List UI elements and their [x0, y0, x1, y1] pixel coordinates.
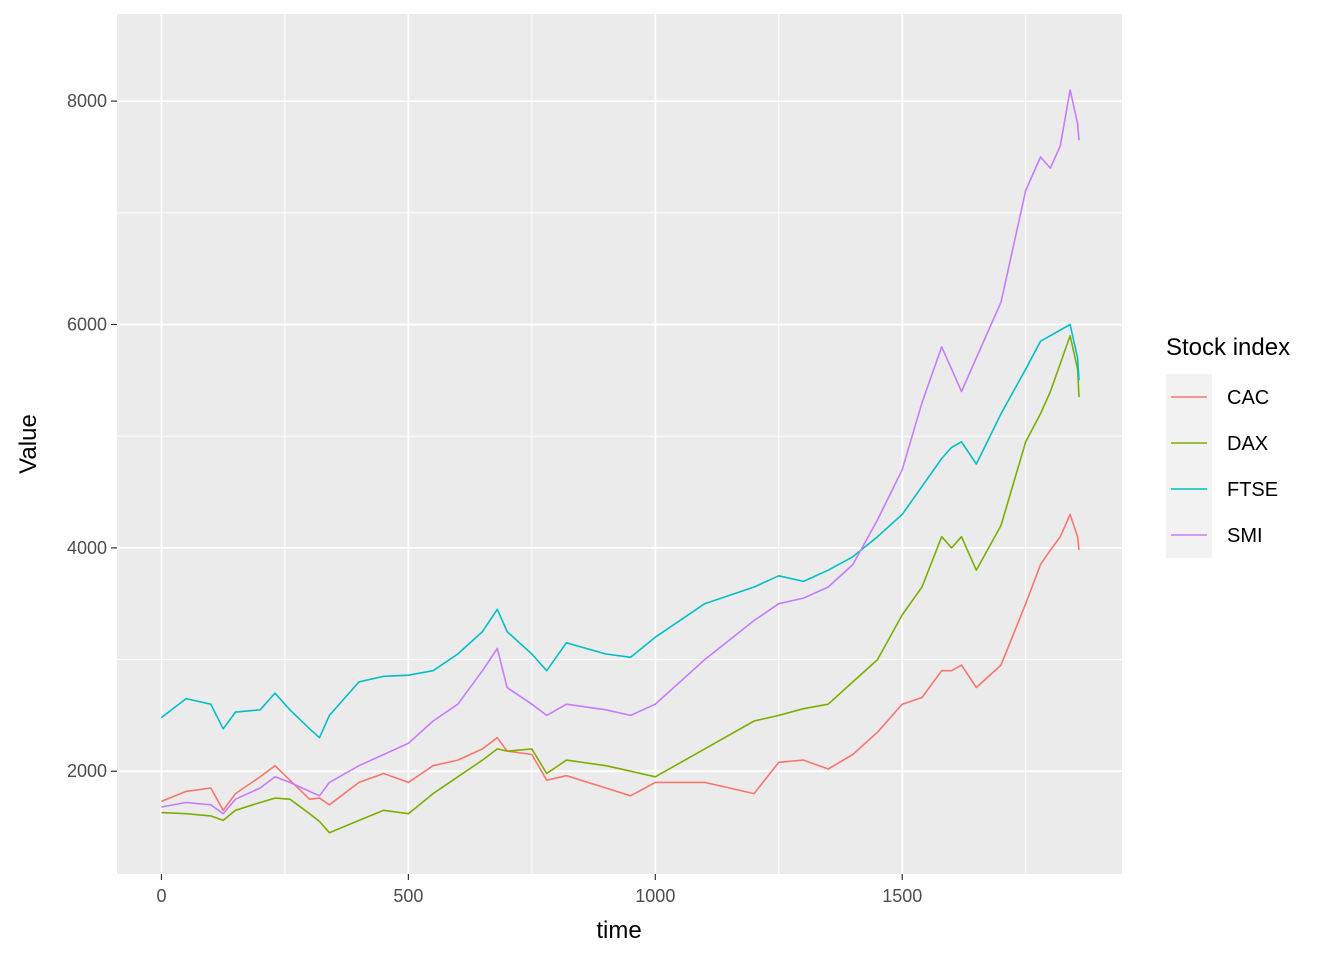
y-axis-title: Value — [15, 414, 42, 474]
x-tick-label: 0 — [156, 886, 166, 906]
x-axis: 0 500 1000 1500 — [156, 874, 922, 906]
y-tick-label: 6000 — [67, 314, 107, 334]
y-axis: 2000 4000 6000 8000 — [67, 91, 117, 781]
legend: Stock index CAC DAX FTSE SMI — [1166, 334, 1290, 558]
x-tick-label: 1500 — [882, 886, 922, 906]
legend-label-dax: DAX — [1227, 433, 1268, 455]
legend-label-cac: CAC — [1227, 387, 1269, 409]
y-tick-label: 2000 — [67, 761, 107, 781]
plot-panel — [117, 14, 1122, 874]
series-line-dax — [161, 334, 1080, 834]
y-tick-label: 4000 — [67, 538, 107, 558]
legend-items: CAC DAX FTSE SMI — [1166, 374, 1278, 558]
minor-gridlines — [117, 14, 1122, 874]
legend-label-ftse: FTSE — [1227, 479, 1278, 501]
series-lines — [160, 89, 1080, 834]
x-tick-label: 1000 — [635, 886, 675, 906]
y-tick-label: 8000 — [67, 91, 107, 111]
major-gridlines — [117, 14, 1122, 874]
series-line-smi — [161, 89, 1080, 815]
x-axis-title: time — [596, 917, 641, 944]
x-tick-label: 500 — [393, 886, 423, 906]
series-line-cac — [161, 513, 1080, 812]
legend-title: Stock index — [1166, 334, 1290, 361]
legend-label-smi: SMI — [1227, 525, 1263, 547]
legend-key-background — [1166, 374, 1212, 558]
series-line-ftse — [160, 323, 1080, 739]
